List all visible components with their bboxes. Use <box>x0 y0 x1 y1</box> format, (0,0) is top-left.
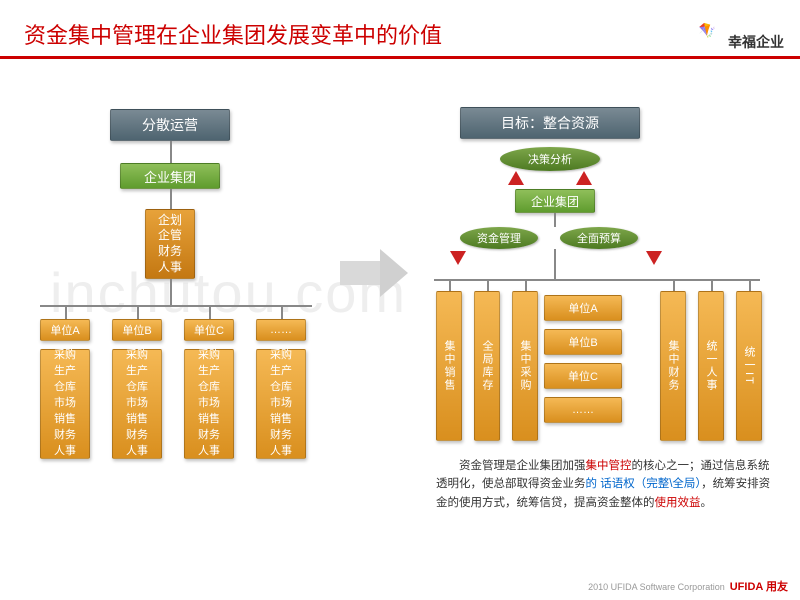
connector <box>525 279 527 291</box>
connector <box>487 279 489 291</box>
left-unit: 单位B <box>112 319 162 341</box>
right-column: 集中采购 <box>512 291 538 441</box>
right-mid-unit: 单位A <box>544 295 622 321</box>
red-arrow-down <box>646 251 662 265</box>
left-func: 采购生产仓库市场销售财务人事 <box>40 349 90 459</box>
red-arrow-up <box>576 171 592 185</box>
left-func: 采购生产仓库市场销售财务人事 <box>112 349 162 459</box>
right-mid-unit: 单位B <box>544 329 622 355</box>
page-title: 资金集中管理在企业集团发展变革中的价值 <box>0 0 800 56</box>
connector <box>554 213 556 227</box>
left-middle: 企划企管财务人事 <box>145 209 195 279</box>
connector <box>749 279 751 291</box>
connector <box>554 249 556 279</box>
connector <box>449 279 451 291</box>
connector <box>281 305 283 319</box>
right-group: 企业集团 <box>515 189 595 213</box>
connector-hbar <box>40 305 312 307</box>
brand-label: 幸福企业 <box>728 32 784 52</box>
kite-icon: 🪁 <box>699 22 716 39</box>
right-column: 统一人事 <box>698 291 724 441</box>
connector <box>65 305 67 319</box>
red-arrow-up <box>508 171 524 185</box>
footer: 2010 UFIDA Software Corporation UFIDA 用友 <box>588 578 788 594</box>
right-column: 集中销售 <box>436 291 462 441</box>
right-root: 目标：整合资源 <box>460 107 640 139</box>
right-column: 统一IT <box>736 291 762 441</box>
right-column: 集中财务 <box>660 291 686 441</box>
left-unit: 单位C <box>184 319 234 341</box>
right-column: 全局库存 <box>474 291 500 441</box>
ellipse-decision: 决策分析 <box>500 147 600 171</box>
red-arrow-down <box>450 251 466 265</box>
connector <box>170 141 172 163</box>
left-unit: …… <box>256 319 306 341</box>
diagram-stage: 分散运营 企业集团 企划企管财务人事 单位A 采购生产仓库市场销售财务人事 单位… <box>0 59 800 539</box>
connector <box>170 189 172 209</box>
right-mid-unit: 单位C <box>544 363 622 389</box>
connector <box>673 279 675 291</box>
left-unit: 单位A <box>40 319 90 341</box>
connector <box>170 279 172 305</box>
left-func: 采购生产仓库市场销售财务人事 <box>256 349 306 459</box>
left-group: 企业集团 <box>120 163 220 189</box>
connector <box>137 305 139 319</box>
caption-text: 资金管理是企业集团加强集中管控的核心之一；通过信息系统透明化，使总部取得资金业务… <box>436 457 776 512</box>
ellipse-budget: 全面预算 <box>560 227 638 249</box>
right-mid-unit: …… <box>544 397 622 423</box>
ellipse-fund: 资金管理 <box>460 227 538 249</box>
connector <box>209 305 211 319</box>
left-func: 采购生产仓库市场销售财务人事 <box>184 349 234 459</box>
connector <box>711 279 713 291</box>
transition-arrow <box>340 249 410 297</box>
left-root: 分散运营 <box>110 109 230 141</box>
